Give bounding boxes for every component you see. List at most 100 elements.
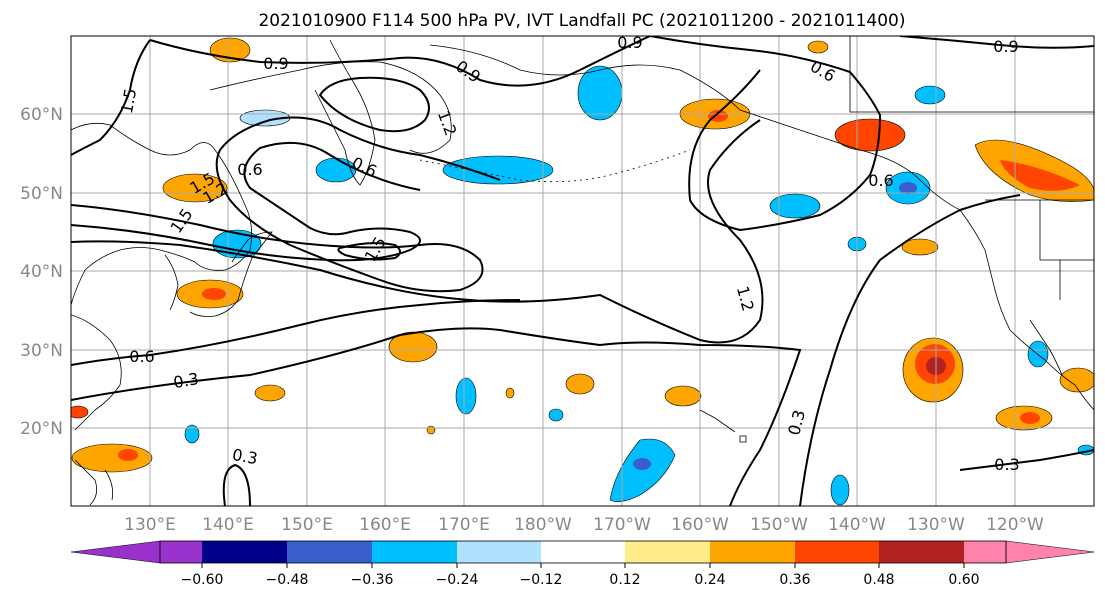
- us-border: [985, 199, 1094, 300]
- canada-border: [849, 36, 1094, 113]
- colorbar-tick-label: −0.60: [181, 572, 224, 588]
- lon-label: 120°W: [986, 515, 1044, 535]
- contour-0.6-north: [649, 36, 882, 232]
- colorbar-segment-high-extend: [1005, 540, 1095, 564]
- anomaly-patch: [664, 385, 702, 407]
- contour-north-loop: [318, 76, 430, 133]
- colorbar-segment: [372, 541, 457, 563]
- colorbar-segment: [457, 541, 541, 563]
- colorbar-segment-low-extend: [70, 540, 161, 564]
- lat-label-60n: 60°N: [20, 105, 63, 125]
- contour-label: 0.6: [129, 347, 154, 366]
- anomaly-patch: [1027, 340, 1049, 368]
- lon-label: 180°W: [514, 515, 572, 535]
- colorbar-segment: [541, 541, 625, 563]
- anomaly-patch: [505, 387, 515, 399]
- anomaly-patch: [899, 182, 917, 194]
- contour-0.3-east: [959, 449, 1094, 471]
- anomaly-patch: [1059, 367, 1094, 393]
- anomaly-patch: [548, 408, 564, 422]
- contour-label: 0.3: [231, 445, 259, 468]
- latitude-labels: 60°N 50°N 40°N 30°N 20°N: [20, 105, 63, 439]
- contour-0.9-ne: [899, 36, 1094, 49]
- contour-0.3-south: [71, 327, 802, 506]
- anomaly-patch: [426, 425, 436, 435]
- graticule: [71, 36, 1094, 506]
- asia-coastline: [71, 122, 253, 306]
- coastlines: [71, 36, 1094, 506]
- colorbar-segment: [160, 541, 202, 563]
- colorbar-segment: [795, 541, 879, 563]
- contour-label: 0.3: [172, 369, 200, 392]
- lon-label: 160°E: [359, 515, 411, 535]
- anomaly-patch: [633, 458, 651, 470]
- colorbar-segment: [964, 541, 1006, 563]
- colorbar-tick-label: −0.24: [436, 572, 479, 588]
- contour-1.5-outer: [71, 116, 501, 293]
- map-title: 2021010900 F114 500 hPa PV, IVT Landfall…: [258, 11, 905, 31]
- colorbar-tick-label: 0.24: [694, 572, 725, 588]
- contour-0.6-east: [799, 194, 1021, 506]
- anomaly-patch: [708, 110, 728, 122]
- aleutians: [419, 149, 691, 183]
- colorbar-tick-label: 0.60: [948, 572, 979, 588]
- colorbar-tick-label: 0.48: [863, 572, 894, 588]
- lon-label: 160°W: [671, 515, 729, 535]
- contour-1.2-west: [71, 39, 151, 156]
- contour-label: 1.5: [117, 87, 140, 115]
- contour-0.6-south: [71, 299, 521, 366]
- anomaly-patch: [442, 155, 554, 185]
- contour-1.5-core: [337, 242, 401, 261]
- lat-label-40n: 40°N: [20, 262, 63, 282]
- contour-1.5-inner: [71, 141, 421, 262]
- anomaly-patch: [202, 288, 226, 300]
- contour-0.3-island: [222, 463, 251, 506]
- lon-label: 140°W: [828, 515, 886, 535]
- east-asia-coastline: [71, 314, 122, 431]
- anomaly-patch: [71, 443, 153, 473]
- contour-label: 0.6: [868, 171, 893, 190]
- longitude-labels: 130°E 140°E 150°E 160°E 170°E 180°W 170°…: [124, 515, 1044, 535]
- colorbar-tick-label: 0.36: [779, 572, 810, 588]
- lon-label: 170°E: [438, 515, 490, 535]
- lon-label: 130°E: [124, 515, 176, 535]
- colorbar-tick-label: −0.48: [266, 572, 309, 588]
- anomaly-patch: [162, 173, 228, 203]
- anomaly-patch: [455, 377, 477, 415]
- lon-label: 140°E: [202, 515, 254, 535]
- contour-label: 0.9: [617, 33, 642, 52]
- anomaly-patch: [71, 405, 89, 419]
- japan-coastline: [189, 231, 273, 317]
- lat-label-50n: 50°N: [20, 184, 63, 204]
- colorbar-tick-label: −0.36: [351, 572, 394, 588]
- colorbar-tick-label: 0.12: [609, 572, 640, 588]
- contour-0.9-arctic: [149, 36, 651, 87]
- contour-label: 0.3: [994, 455, 1019, 474]
- kamchatka-coastline: [314, 39, 376, 186]
- colorbar: −0.60 −0.48 −0.36 −0.24 −0.12 0.12 0.24 …: [70, 540, 1095, 588]
- colorbar-segment: [879, 541, 964, 563]
- contour-label: 0.6: [237, 160, 262, 179]
- colorbar-frame: [159, 540, 1007, 564]
- anomaly-patch: [834, 118, 906, 152]
- map-frame: [70, 35, 1095, 507]
- lon-label: 150°E: [281, 515, 333, 535]
- pv-contours: [71, 36, 1094, 506]
- korea-coastline: [164, 254, 179, 311]
- contour-1.2-loop: [71, 119, 764, 344]
- anomaly-patch: [830, 474, 850, 506]
- lon-label: 170°W: [593, 515, 651, 535]
- lon-label: 150°W: [750, 515, 808, 535]
- colorbar-segment: [625, 541, 710, 563]
- anomaly-patch: [254, 384, 286, 402]
- shaded-anomalies: [71, 37, 1094, 506]
- anomaly-patch: [901, 238, 939, 256]
- hawaii: [699, 409, 747, 443]
- lat-label-20n: 20°N: [20, 419, 63, 439]
- lon-label: 130°W: [907, 515, 965, 535]
- north-america-coastline: [959, 209, 1094, 411]
- anomaly-patch: [184, 424, 200, 444]
- anomaly-patch: [914, 85, 946, 105]
- anomaly-patch: [577, 65, 623, 121]
